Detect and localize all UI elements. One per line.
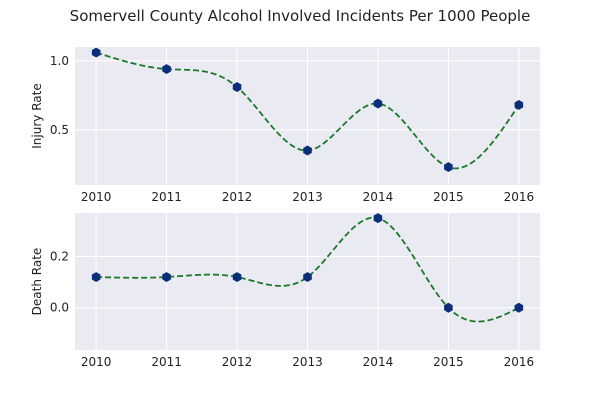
- death-y-tick-label: 0.0: [50, 301, 69, 315]
- injury-x-tick-label: 2016: [504, 190, 535, 204]
- injury-x-tick-label: 2013: [292, 190, 323, 204]
- death-y-axis-label: Death Rate: [30, 248, 44, 316]
- injury-y-tick-label: 1.0: [50, 54, 69, 68]
- death-x-tick-label: 2015: [433, 355, 464, 369]
- injury-data-point: [514, 100, 524, 110]
- injury-data-point: [303, 145, 312, 156]
- death-x-tick-label: 2016: [504, 355, 535, 369]
- death-data-point: [162, 272, 171, 282]
- injury-y-axis-label: Injury Rate: [30, 83, 44, 148]
- death-data-point: [303, 272, 312, 282]
- injury-panel: 2010 2011 2012 2013 2014 2015 2016 0.5 1.0 Injury…: [30, 47, 540, 204]
- death-x-tick-label: 2013: [292, 355, 323, 369]
- death-data-point: [91, 272, 101, 282]
- injury-x-tick-label: 2012: [222, 190, 253, 204]
- injury-x-tick-label: 2010: [81, 190, 112, 204]
- death-y-tick-label: 0.2: [50, 250, 69, 264]
- chart-title: Somervell County Alcohol Involved Incide…: [70, 7, 531, 25]
- death-data-point: [373, 213, 383, 224]
- death-x-tick-label: 2011: [151, 355, 182, 369]
- injury-x-tick-label: 2011: [151, 190, 182, 204]
- injury-data-point: [444, 162, 453, 173]
- injury-y-tick-label: 0.5: [50, 123, 69, 137]
- death-data-point: [514, 302, 524, 313]
- injury-data-point: [91, 47, 101, 58]
- injury-data-point: [232, 82, 242, 92]
- death-x-tick-label: 2012: [222, 355, 253, 369]
- death-x-tick-label: 2010: [81, 355, 112, 369]
- injury-x-tick-label: 2014: [363, 190, 394, 204]
- death-panel: 2010 2011 2012 2013 2014 2015 2016 0.0 0.2 Death …: [30, 213, 540, 369]
- death-data-point: [232, 272, 242, 282]
- injury-data-point: [162, 64, 171, 75]
- injury-data-point: [373, 98, 383, 109]
- death-data-point: [444, 302, 453, 313]
- death-x-tick-label: 2014: [363, 355, 394, 369]
- injury-x-tick-label: 2015: [433, 190, 464, 204]
